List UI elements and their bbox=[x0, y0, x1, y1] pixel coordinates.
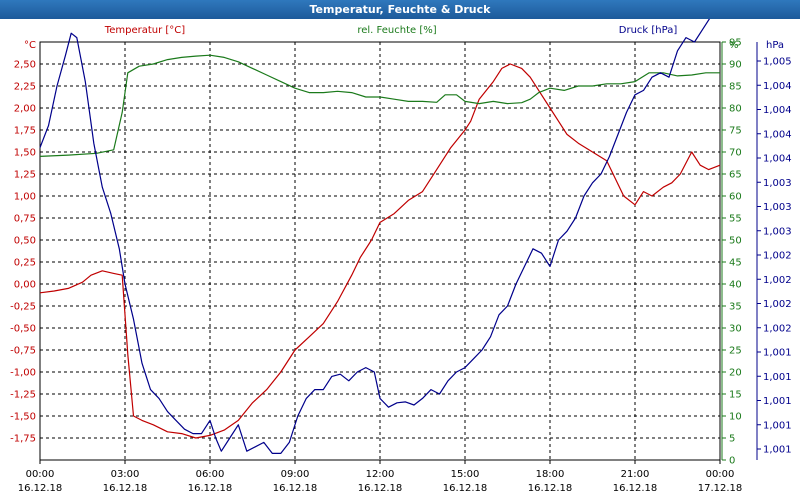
temp-tick-label: 0,00 bbox=[14, 280, 36, 291]
pressure-tick-label: 1,002 bbox=[763, 275, 792, 286]
pressure-tick-label: 1,002 bbox=[763, 251, 792, 262]
pressure-tick-label: 1,001 bbox=[763, 445, 792, 456]
humidity-tick-label: 55 bbox=[729, 214, 742, 225]
pressure-tick-label: 1,004 bbox=[763, 81, 792, 92]
pressure-series-line bbox=[39, 19, 711, 454]
temp-unit-label: °C bbox=[24, 40, 36, 51]
temp-tick-label: -0,75 bbox=[10, 346, 36, 357]
humidity-tick-label: 75 bbox=[729, 126, 742, 137]
humidity-tick-label: 5 bbox=[729, 434, 735, 445]
axis-labels: 2,50 2,25 2,00 1,75 1,50 1,25 1,00 0,75 0,50 0,25… bbox=[10, 25, 792, 494]
pressure-tick-label: 1,004 bbox=[763, 129, 792, 140]
humidity-tick-label: 95 bbox=[729, 38, 742, 49]
humidity-tick-label: 80 bbox=[729, 104, 742, 115]
x-tick-date: 16.12.18 bbox=[18, 483, 63, 494]
pressure-tick-label: 1,002 bbox=[763, 323, 792, 334]
pressure-tick-label: 1,002 bbox=[763, 299, 792, 310]
temp-tick-label: -1,25 bbox=[10, 390, 36, 401]
temp-tick-label: -1,50 bbox=[10, 412, 36, 423]
temp-tick-label: 2,50 bbox=[14, 60, 36, 71]
pressure-tick-label: 1,001 bbox=[763, 372, 792, 383]
axes bbox=[39, 41, 761, 464]
humidity-axis-label: rel. Feuchte [%] bbox=[357, 25, 436, 36]
x-tick-time: 00:00 bbox=[706, 469, 735, 480]
pressure-tick-label: 1,001 bbox=[763, 348, 792, 359]
humidity-unit-label: % bbox=[729, 40, 739, 51]
temp-tick-label: 1,50 bbox=[14, 148, 36, 159]
temp-tick-label: 2,00 bbox=[14, 104, 36, 115]
temp-tick-label: 1,25 bbox=[14, 170, 36, 181]
x-tick-date: 16.12.18 bbox=[188, 483, 233, 494]
temp-tick-label: -1,00 bbox=[10, 368, 36, 379]
temp-tick-label: -0,25 bbox=[10, 302, 36, 313]
pressure-tick-label: 1,001 bbox=[763, 420, 792, 431]
series-layer bbox=[39, 19, 721, 454]
grid bbox=[40, 42, 720, 460]
pressure-unit-label: hPa bbox=[766, 40, 784, 51]
x-tick-date: 16.12.18 bbox=[613, 483, 658, 494]
pressure-tick-label: 1,003 bbox=[763, 178, 792, 189]
x-tick-date: 16.12.18 bbox=[273, 483, 318, 494]
x-tick-date: 16.12.18 bbox=[103, 483, 148, 494]
pressure-tick-label: 1,001 bbox=[763, 396, 792, 407]
temp-tick-label: 1,00 bbox=[14, 192, 36, 203]
pressure-tick-label: 1,004 bbox=[763, 105, 792, 116]
humidity-tick-label: 20 bbox=[729, 368, 742, 379]
humidity-series-line bbox=[39, 54, 720, 157]
pressure-tick-label: 1,003 bbox=[763, 226, 792, 237]
x-tick-date: 16.12.18 bbox=[528, 483, 573, 494]
humidity-tick-label: 90 bbox=[729, 60, 742, 71]
pressure-tick-label: 1,004 bbox=[763, 154, 792, 165]
temperature-series-line bbox=[39, 63, 721, 439]
x-tick-date: 17.12.18 bbox=[698, 483, 743, 494]
humidity-tick-label: 35 bbox=[729, 302, 742, 313]
humidity-tick-label: 70 bbox=[729, 148, 742, 159]
x-tick-time: 21:00 bbox=[621, 469, 650, 480]
humidity-tick-label: 15 bbox=[729, 390, 742, 401]
humidity-tick-label: 10 bbox=[729, 412, 742, 423]
window-title: Temperatur, Feuchte & Druck bbox=[0, 0, 800, 19]
temp-tick-label: 0,75 bbox=[14, 214, 36, 225]
temp-axis-label: Temperatur [°C] bbox=[104, 25, 185, 36]
pressure-tick-label: 1,005 bbox=[763, 57, 792, 68]
x-tick-time: 12:00 bbox=[366, 469, 395, 480]
chart-area: 2,50 2,25 2,00 1,75 1,50 1,25 1,00 0,75 0,50 0,25… bbox=[10, 19, 792, 494]
temp-tick-label: 2,25 bbox=[14, 82, 36, 93]
humidity-tick-label: 50 bbox=[729, 236, 742, 247]
x-tick-time: 06:00 bbox=[196, 469, 225, 480]
x-tick-time: 09:00 bbox=[281, 469, 310, 480]
x-tick-date: 16.12.18 bbox=[443, 483, 488, 494]
x-tick-time: 18:00 bbox=[536, 469, 565, 480]
humidity-tick-label: 45 bbox=[729, 258, 742, 269]
humidity-tick-label: 40 bbox=[729, 280, 742, 291]
pressure-tick-label: 1,003 bbox=[763, 202, 792, 213]
humidity-tick-label: 65 bbox=[729, 170, 742, 181]
pressure-axis-label: Druck [hPa] bbox=[619, 25, 678, 36]
temp-tick-label: -0,50 bbox=[10, 324, 36, 335]
humidity-tick-label: 60 bbox=[729, 192, 742, 203]
humidity-tick-label: 30 bbox=[729, 324, 742, 335]
temp-tick-label: 0,25 bbox=[14, 258, 36, 269]
x-tick-time: 00:00 bbox=[26, 469, 55, 480]
temp-tick-label: 1,75 bbox=[14, 126, 36, 137]
x-tick-time: 03:00 bbox=[111, 469, 140, 480]
humidity-tick-label: 85 bbox=[729, 82, 742, 93]
x-tick-time: 15:00 bbox=[451, 469, 480, 480]
humidity-tick-label: 25 bbox=[729, 346, 742, 357]
x-tick-date: 16.12.18 bbox=[358, 483, 403, 494]
temp-tick-label: -1,75 bbox=[10, 434, 36, 445]
humidity-tick-label: 0 bbox=[729, 456, 735, 467]
temp-tick-label: 0,50 bbox=[14, 236, 36, 247]
